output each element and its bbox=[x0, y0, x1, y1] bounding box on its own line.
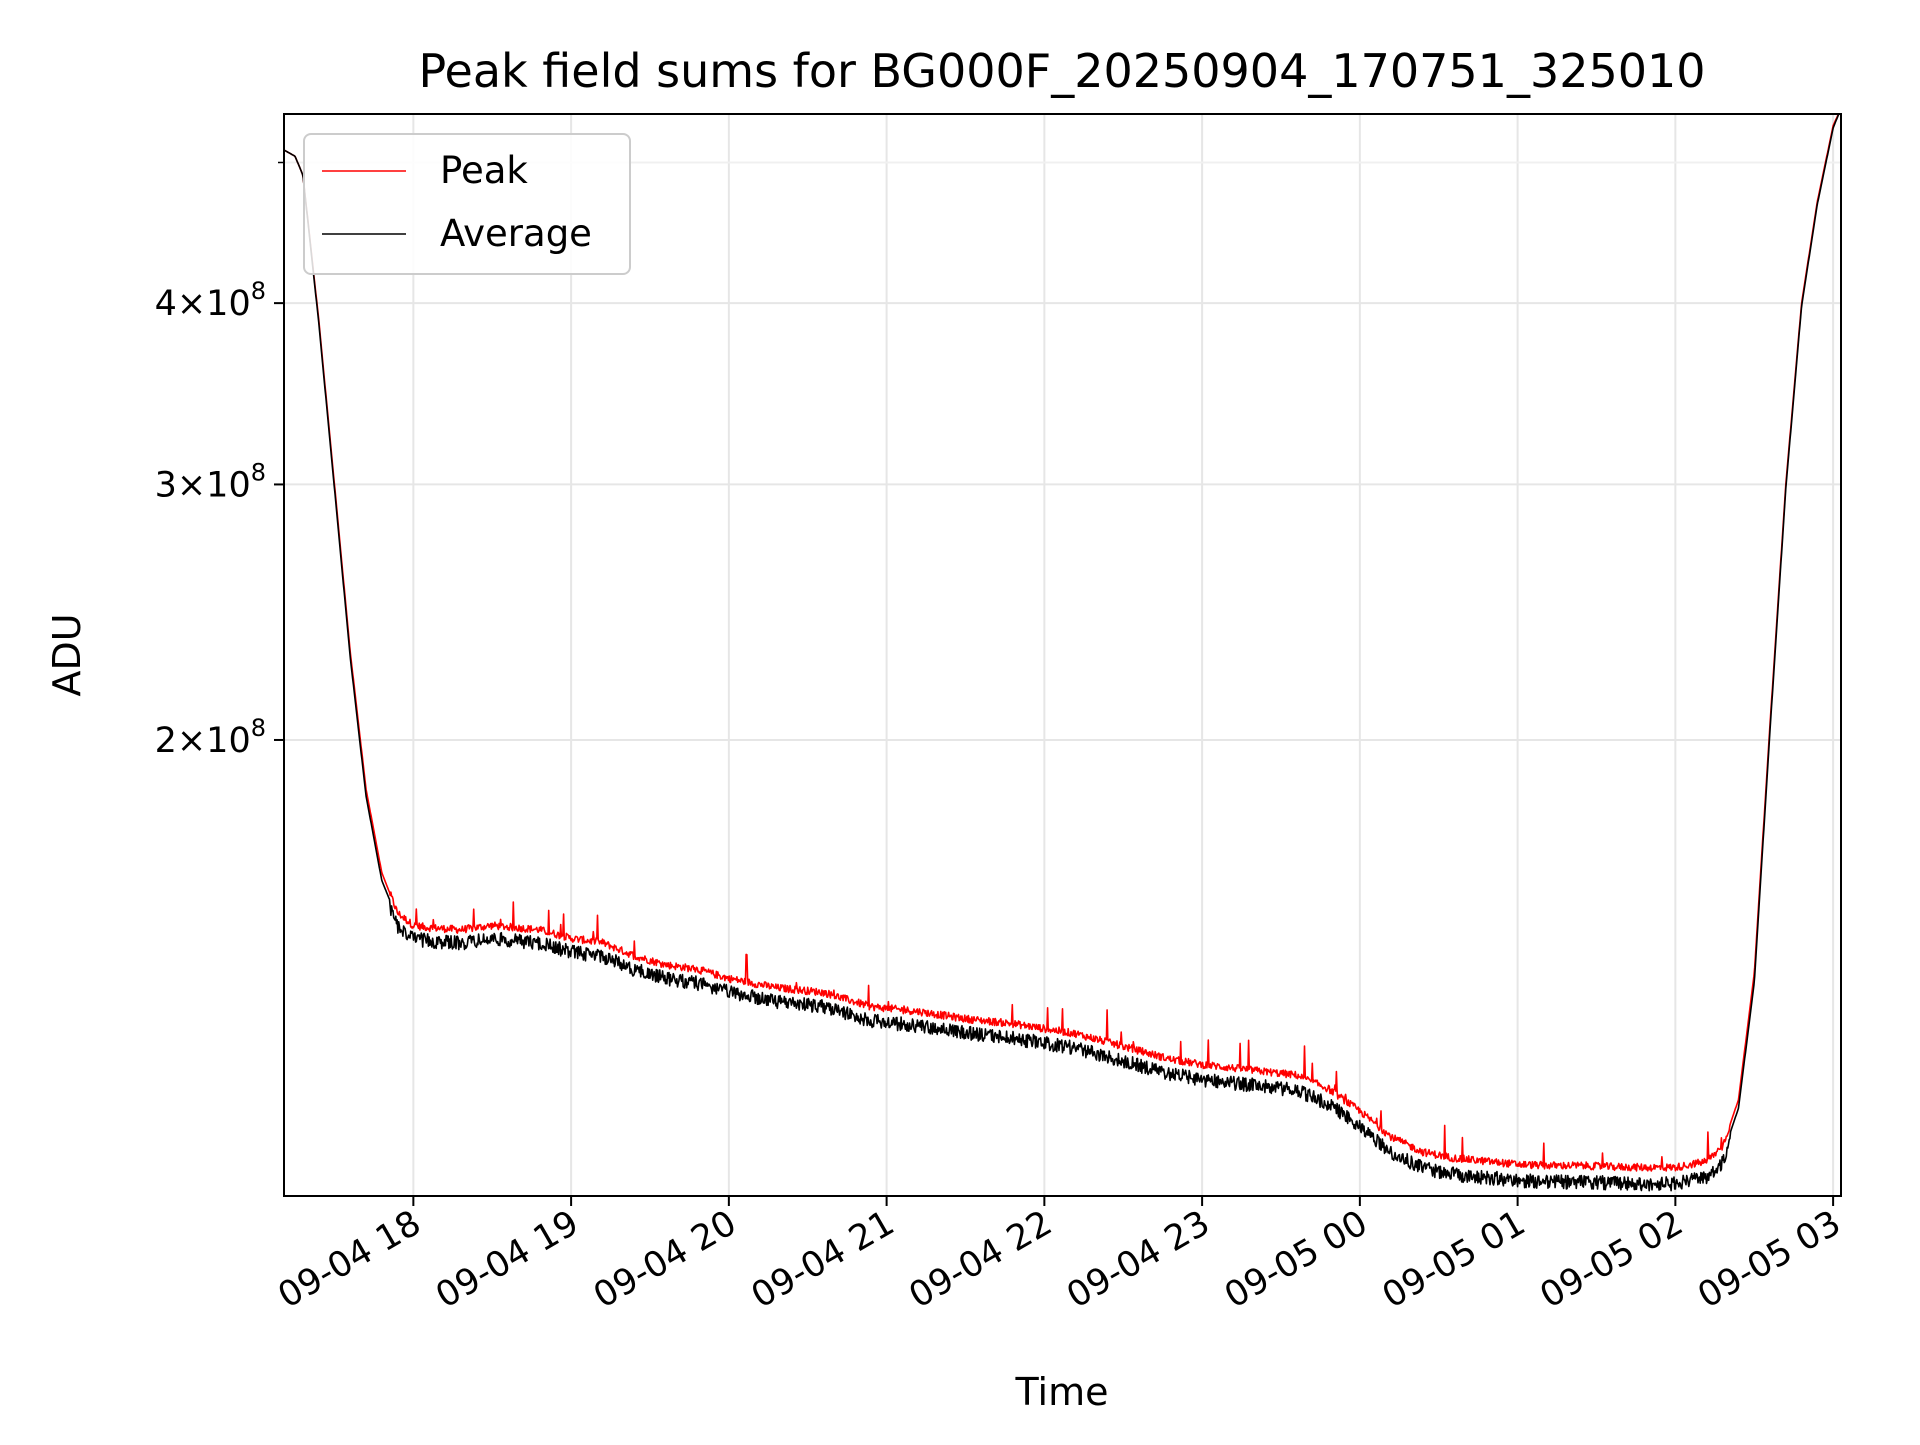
y-tick-label: 4×108 bbox=[155, 277, 266, 324]
y-tick-label: 3×108 bbox=[155, 458, 266, 505]
y-axis-label: ADU bbox=[45, 613, 89, 696]
grid-layer bbox=[284, 114, 1841, 1196]
legend-label-peak: Peak bbox=[440, 149, 528, 192]
y-tick-exponent: 8 bbox=[251, 714, 266, 742]
series-line-average bbox=[284, 114, 1840, 1192]
y-tick-times: ×10 bbox=[177, 465, 251, 505]
y-tick-mantissa: 2 bbox=[155, 721, 177, 761]
y-tick-times: ×10 bbox=[177, 284, 251, 324]
y-tick-mantissa: 3 bbox=[155, 465, 177, 505]
x-axis-label: Time bbox=[1015, 1370, 1109, 1414]
y-tick-exponent: 8 bbox=[251, 277, 266, 305]
chart-title: Peak field sums for BG000F_20250904_1707… bbox=[418, 44, 1705, 98]
y-tick-label: 2×108 bbox=[155, 714, 266, 761]
y-tick-times: ×10 bbox=[177, 721, 251, 761]
legend-box bbox=[303, 133, 631, 275]
legend-label-average: Average bbox=[440, 212, 592, 255]
y-tick-exponent: 8 bbox=[251, 458, 266, 486]
series-line-peak bbox=[284, 114, 1840, 1172]
legend: Peak Average bbox=[303, 133, 631, 275]
plot-frame bbox=[283, 113, 1842, 1197]
y-tick-mantissa: 4 bbox=[155, 284, 177, 324]
series-layer bbox=[284, 114, 1840, 1192]
